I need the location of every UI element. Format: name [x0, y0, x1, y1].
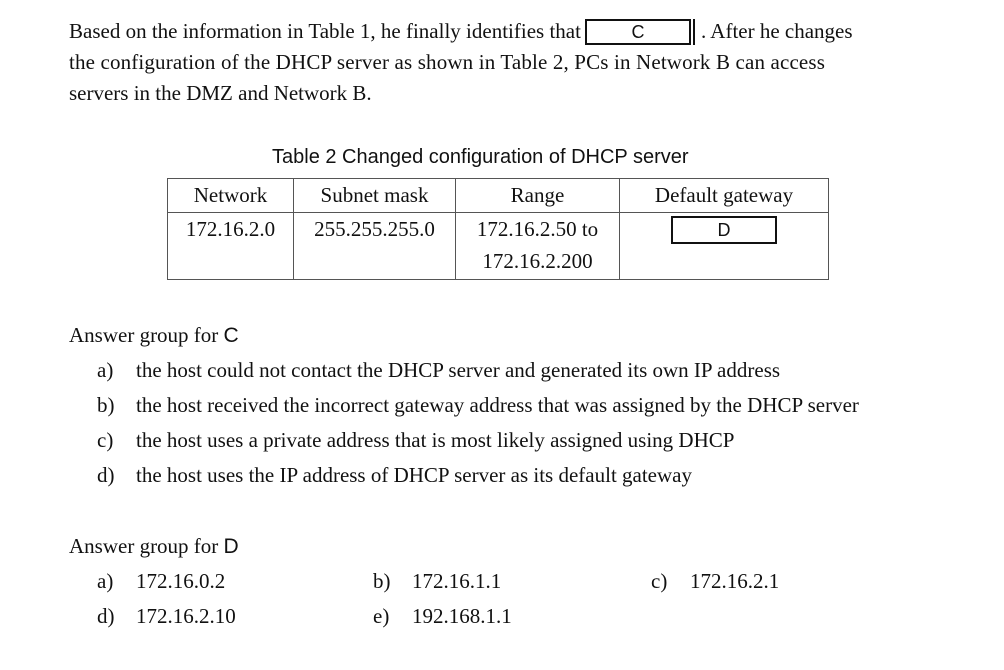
cell-default-gateway: D: [619, 212, 829, 280]
cell-subnet-mask-value: 255.255.255.0: [314, 217, 435, 241]
dhcp-config-table: Network Subnet mask Range Default gatewa…: [167, 178, 829, 280]
option-text: the host received the incorrect gateway …: [136, 393, 859, 417]
table-header-row: Network Subnet mask Range Default gatewa…: [167, 178, 829, 213]
option-label: b): [97, 393, 115, 417]
answer-c-option-c: c) the host uses a private address that i…: [97, 426, 734, 454]
cell-subnet-mask: 255.255.255.0: [293, 212, 456, 280]
option-text: 172.16.2.1: [690, 569, 780, 593]
cell-range-line-2: 172.16.2.200: [482, 249, 593, 273]
option-label: e): [373, 604, 390, 628]
answer-group-c-title-letter: C: [223, 324, 239, 347]
option-label: c): [651, 569, 668, 593]
option-label: c): [97, 428, 114, 452]
answer-c-option-a: a) the host could not contact the DHCP se…: [97, 356, 780, 384]
paragraph-line-3-text: servers in the DMZ and Network B.: [69, 81, 372, 105]
answer-group-d-title-letter: D: [223, 535, 239, 558]
answer-d-option-a: a) 172.16.0.2: [97, 567, 225, 595]
option-text: 172.16.2.10: [136, 604, 236, 628]
paragraph-line-1-after: . After he changes: [700, 19, 853, 43]
option-label: b): [373, 569, 391, 593]
paragraph-line-2-text: the configuration of the DHCP server as …: [69, 50, 826, 74]
header-network: Network: [167, 178, 294, 213]
answer-group-c-title-prefix: Answer group for: [69, 323, 224, 347]
option-text: the host uses the IP address of DHCP ser…: [136, 463, 692, 487]
table-2-caption: Table 2 Changed configuration of DHCP se…: [272, 146, 689, 168]
answer-d-option-c: c) 172.16.2.1: [651, 567, 779, 595]
answer-c-option-b: b) the host received the incorrect gatewa…: [97, 391, 859, 419]
cell-range: 172.16.2.50 to 172.16.2.200: [455, 212, 620, 280]
header-subnet-mask: Subnet mask: [293, 178, 456, 213]
option-text: the host uses a private address that is …: [136, 428, 735, 452]
option-text: 172.16.0.2: [136, 569, 226, 593]
blank-c-box: C: [584, 18, 695, 45]
paragraph-line-1-before: Based on the information in Table 1, he …: [69, 19, 581, 43]
answer-d-option-e: e) 192.168.1.1: [373, 602, 512, 630]
cell-network-value: 172.16.2.0: [185, 217, 276, 241]
option-label: d): [97, 604, 115, 628]
table-row: 172.16.2.0 255.255.255.0 172.16.2.50 to …: [167, 212, 829, 280]
header-default-gateway: Default gateway: [619, 178, 829, 213]
option-text: the host could not contact the DHCP serv…: [136, 358, 781, 382]
answer-group-d-title-prefix: Answer group for: [69, 534, 224, 558]
blank-d-box: D: [671, 216, 777, 244]
option-label: a): [97, 569, 114, 593]
cell-range-line-1: 172.16.2.50 to: [476, 217, 599, 241]
option-text: 192.168.1.1: [412, 604, 512, 628]
answer-group-d-title: Answer group for D: [69, 532, 239, 561]
paragraph-line-2: the configuration of the DHCP server as …: [69, 47, 929, 78]
intro-paragraph: Based on the information in Table 1, he …: [69, 16, 929, 109]
paragraph-line-1: Based on the information in Table 1, he …: [69, 16, 929, 47]
answer-d-option-b: b) 172.16.1.1: [373, 567, 501, 595]
option-label: a): [97, 358, 114, 382]
paragraph-line-3: servers in the DMZ and Network B.: [69, 78, 929, 109]
answer-d-option-d: d) 172.16.2.10: [97, 602, 236, 630]
option-label: d): [97, 463, 115, 487]
option-text: 172.16.1.1: [412, 569, 502, 593]
answer-c-option-d: d) the host uses the IP address of DHCP s…: [97, 461, 692, 489]
answer-group-c-title: Answer group for C: [69, 321, 239, 350]
cell-network: 172.16.2.0: [167, 212, 294, 280]
header-range: Range: [455, 178, 620, 213]
